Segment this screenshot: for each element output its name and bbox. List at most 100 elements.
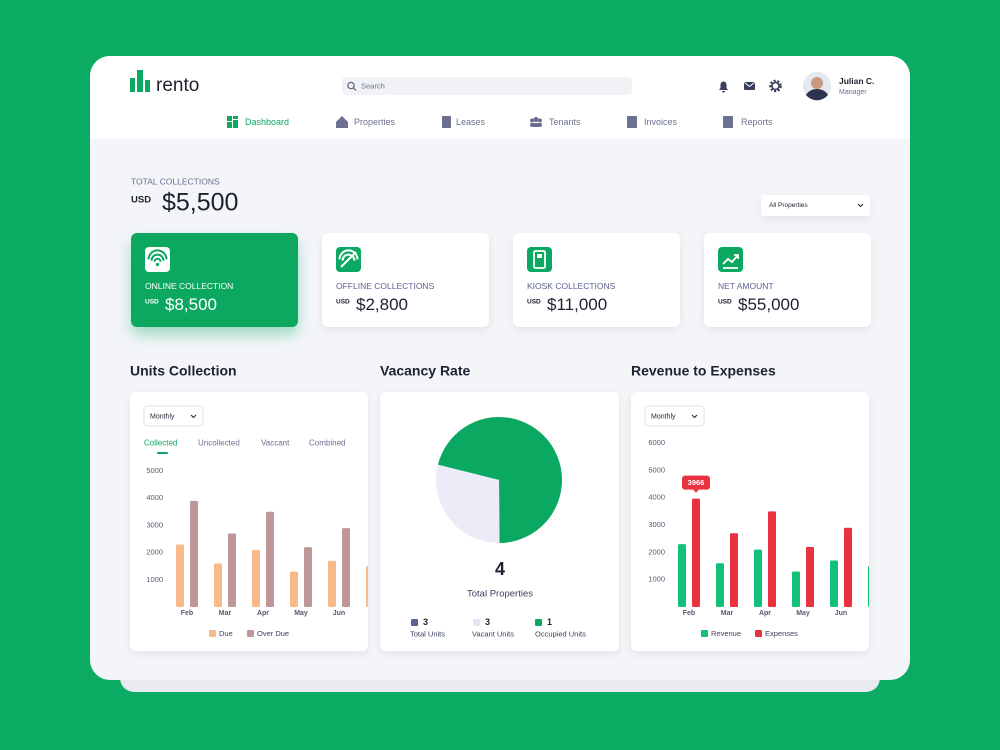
- legend-swatch: [209, 630, 216, 637]
- y-tick-label: 5000: [648, 465, 665, 474]
- tooltip-arrow: [693, 489, 699, 493]
- total-label: TOTAL COLLECTIONS: [131, 176, 220, 186]
- settings-icon[interactable]: [769, 79, 782, 93]
- card-amount: $2,800: [356, 295, 408, 314]
- legend-swatch: [701, 630, 708, 637]
- bar: [328, 560, 336, 607]
- x-tick-label: Feb: [683, 610, 695, 617]
- period-dropdown[interactable]: Monthly: [644, 405, 705, 427]
- nav-icon: [442, 116, 451, 128]
- logo-text: rento: [156, 75, 199, 96]
- chevron: [190, 414, 197, 419]
- nav-item[interactable]: Leases: [442, 116, 486, 128]
- nav-label: Reports: [741, 117, 773, 127]
- nav-icon: [233, 116, 238, 119]
- tab[interactable]: Combined: [309, 439, 345, 448]
- nav-item[interactable]: Invoices: [627, 116, 678, 128]
- nav-icon: [533, 116, 539, 123]
- logo-bar: [137, 70, 143, 92]
- nav-item[interactable]: Reports: [723, 116, 773, 128]
- section-title: Vacancy Rate: [380, 363, 470, 379]
- nav-icon: [336, 116, 348, 128]
- tab-underline: [157, 452, 168, 454]
- nav-label: Dashboard: [245, 117, 289, 127]
- section-title: Units Collection: [130, 363, 237, 379]
- x-tick-label: May: [294, 610, 308, 617]
- bar: [730, 533, 738, 607]
- bell-icon[interactable]: [719, 81, 728, 93]
- logo-bar: [145, 80, 150, 92]
- card-label: KIOSK COLLECTIONS: [527, 281, 616, 291]
- x-tick-label: Apr: [257, 610, 269, 617]
- legend-swatch: [473, 619, 480, 626]
- y-tick-label: 2000: [146, 548, 163, 557]
- period-dropdown[interactable]: Monthly: [143, 405, 204, 427]
- bar: [692, 498, 700, 607]
- bar: [792, 571, 800, 607]
- x-tick-label: Jun: [333, 610, 345, 617]
- bar: [342, 528, 350, 607]
- card-icon: [537, 254, 542, 258]
- tab[interactable]: Collected: [144, 439, 177, 448]
- search-box[interactable]: [342, 77, 632, 95]
- card-icon: [155, 262, 160, 267]
- nav-item[interactable]: Properties: [336, 116, 396, 128]
- legend-label: Over Due: [257, 629, 289, 638]
- legend-swatch: [411, 619, 418, 626]
- nav-icon: [233, 120, 238, 128]
- nav-item[interactable]: Tenants: [530, 117, 581, 127]
- bar: [290, 571, 298, 607]
- summary-card[interactable]: ONLINE COLLECTION USD $8,500: [131, 233, 298, 327]
- tab[interactable]: Vaccant: [261, 439, 290, 448]
- nav-label: Leases: [456, 117, 486, 127]
- y-tick-label: 2000: [648, 547, 665, 556]
- legend-swatch: [755, 630, 762, 637]
- bar: [716, 563, 724, 607]
- card-amount: $11,000: [547, 295, 607, 314]
- tab[interactable]: Uncollected: [198, 439, 240, 448]
- summary-card[interactable]: OFFLINE COLLECTIONS USD $2,800: [322, 233, 489, 327]
- card-icon: [722, 254, 739, 269]
- dropdown: [644, 405, 705, 427]
- legend-swatch: [535, 619, 542, 626]
- section-title: Revenue to Expenses: [631, 363, 776, 379]
- legend-count: 1: [547, 617, 552, 627]
- y-tick-label: 1000: [648, 575, 665, 584]
- dropdown-label: Monthly: [651, 413, 676, 420]
- bar: [830, 560, 838, 607]
- bar: [266, 511, 274, 607]
- card-icon: [150, 253, 165, 261]
- bar: [678, 544, 686, 607]
- legend-label: Vacant Units: [472, 629, 514, 638]
- legend-label: Occupied Units: [535, 629, 586, 638]
- bar: [806, 546, 814, 607]
- search-placeholder: Search: [361, 81, 385, 90]
- nav-icon: [227, 116, 232, 121]
- nav-item[interactable]: Dashboard: [227, 116, 289, 128]
- card-bg: [704, 233, 871, 327]
- summary-card[interactable]: KIOSK COLLECTIONS USD $11,000: [513, 233, 680, 327]
- card-currency: USD: [336, 299, 350, 306]
- avatar-face: [811, 77, 823, 89]
- nav-label: Invoices: [644, 117, 678, 127]
- card-bg: [513, 233, 680, 327]
- bar: [214, 563, 222, 607]
- card-icon: [340, 251, 357, 268]
- logo[interactable]: rento: [130, 70, 199, 96]
- legend-label: Due: [219, 629, 233, 638]
- card-amount: $8,500: [165, 295, 217, 314]
- bar: [844, 527, 852, 607]
- nav-label: Properties: [354, 117, 396, 127]
- summary-card[interactable]: NET AMOUNT USD $55,000: [704, 233, 871, 327]
- nav-icon: [723, 116, 733, 128]
- property-filter[interactable]: All Properties: [761, 195, 870, 216]
- user-role: Manager: [839, 89, 867, 96]
- card-icon: [718, 247, 743, 272]
- nav-icon: [627, 116, 637, 128]
- card-currency: USD: [718, 299, 732, 306]
- y-tick-label: 6000: [648, 438, 665, 447]
- card-icon: [338, 249, 359, 260]
- card-icon: [153, 257, 162, 263]
- pie-slice: [436, 464, 500, 543]
